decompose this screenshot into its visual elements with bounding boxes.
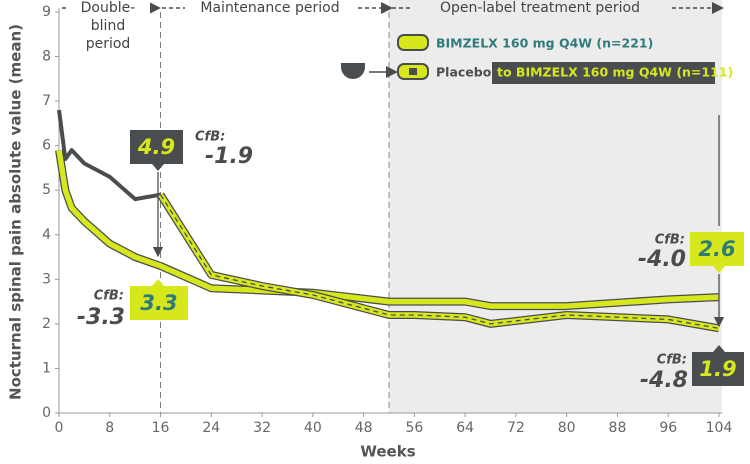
y-tick-label: 0 xyxy=(42,405,51,421)
x-tick-label: 72 xyxy=(507,420,525,436)
annotation-box xyxy=(130,130,183,164)
annotation-pointer xyxy=(152,164,164,171)
y-tick-label: 6 xyxy=(42,138,51,154)
y-tick-label: 9 xyxy=(42,4,51,20)
x-tick-label: 96 xyxy=(659,420,677,436)
period-bg xyxy=(185,0,355,16)
annotation-box xyxy=(692,352,744,386)
cfb-value: -3.3 xyxy=(77,305,125,330)
cfb-value: -4.8 xyxy=(640,368,688,393)
shaded-region xyxy=(389,0,722,413)
x-tick-label: 64 xyxy=(456,420,474,436)
y-tick-label: 2 xyxy=(42,316,51,332)
y-tick-label: 8 xyxy=(42,49,51,65)
cfb-label: CfB: xyxy=(195,130,225,145)
x-tick-label: 80 xyxy=(558,420,576,436)
annotation-value: 3.3 xyxy=(140,291,177,315)
annotation-value: 2.6 xyxy=(698,237,735,261)
annotation-box xyxy=(130,286,188,320)
y-tick-label: 4 xyxy=(42,227,51,243)
series-line xyxy=(57,109,161,202)
x-tick-label: 24 xyxy=(202,420,220,436)
annotation-pointer xyxy=(152,279,164,286)
legend-label: BIMZELX 160 mg Q4W (n=221) xyxy=(436,36,653,51)
period-label: period xyxy=(86,36,131,52)
cfb-value: -4.0 xyxy=(638,247,686,272)
period-label: blind xyxy=(91,18,125,34)
cfb-label: CfB: xyxy=(655,233,685,248)
x-tick-label: 32 xyxy=(253,420,271,436)
annotation-pointer xyxy=(713,345,725,352)
period-label: Double- xyxy=(81,0,136,16)
annotation-value: 1.9 xyxy=(699,357,736,381)
period-label: Maintenance period xyxy=(200,0,339,16)
legend-label: Placebo xyxy=(436,65,492,80)
period-bg xyxy=(410,0,670,16)
legend-swatch xyxy=(341,63,365,79)
period-bg xyxy=(68,0,150,16)
x-tick-label: 56 xyxy=(405,420,423,436)
x-tick-label: 104 xyxy=(706,420,733,436)
legend-swatch xyxy=(409,68,417,75)
x-tick-label: 0 xyxy=(55,420,64,436)
legend-box xyxy=(492,62,715,84)
annotation-value: 4.9 xyxy=(137,135,175,159)
y-axis-title: Nocturnal spinal pain absolute value (me… xyxy=(7,24,25,400)
series-line xyxy=(56,149,720,309)
annotation-pointer xyxy=(713,266,725,273)
y-tick-label: 3 xyxy=(42,271,51,287)
annotation-box xyxy=(690,232,744,266)
cfb-label: CfB: xyxy=(94,289,124,304)
cfb-label: CfB: xyxy=(657,353,687,368)
x-tick-label: 48 xyxy=(355,420,373,436)
cfb-value: -1.9 xyxy=(205,144,253,169)
x-tick-label: 88 xyxy=(609,420,627,436)
x-axis-title: Weeks xyxy=(360,443,415,461)
x-tick-label: 40 xyxy=(304,420,322,436)
period-label: Open-label treatment period xyxy=(440,0,640,16)
y-tick-label: 7 xyxy=(42,93,51,109)
series-dash xyxy=(159,194,720,329)
y-tick-label: 1 xyxy=(42,360,51,376)
legend-swatch xyxy=(397,34,429,51)
x-tick-label: 8 xyxy=(105,420,114,436)
y-tick-label: 5 xyxy=(42,182,51,198)
x-tick-label: 16 xyxy=(152,420,170,436)
legend-label: to BIMZELX 160 mg Q4W (n=111) xyxy=(497,65,733,80)
